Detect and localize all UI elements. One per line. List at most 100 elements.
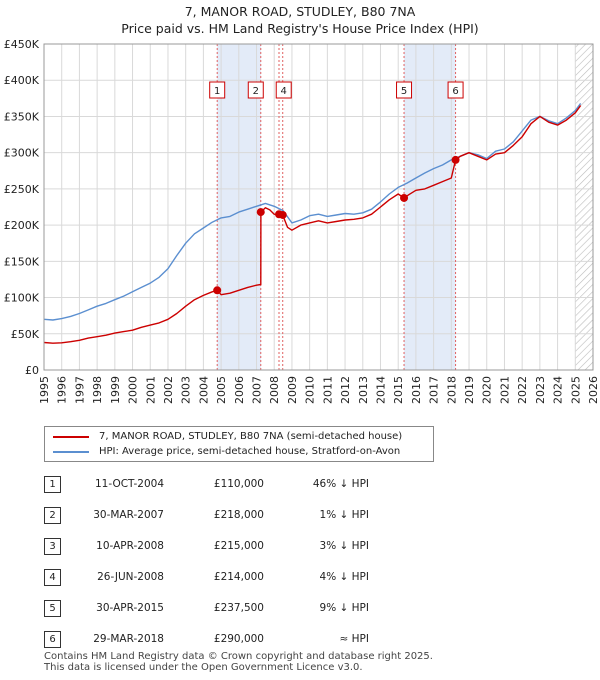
y-tick-label: £0 (25, 364, 39, 377)
sale-number-badge: 3 (44, 538, 61, 555)
sale-number-badge: 2 (44, 507, 61, 524)
sale-point (451, 155, 460, 164)
sale-hpi-diff: 4% ↓ HPI (319, 571, 369, 583)
y-tick-label: £250K (4, 183, 40, 196)
y-tick-label: £50K (11, 328, 40, 341)
legend: 7, MANOR ROAD, STUDLEY, B80 7NA (semi-de… (44, 426, 434, 462)
sale-row: 1 11-OCT-2004 £110,000 46% ↓ HPI (44, 476, 444, 493)
sale-price: £237,500 (213, 602, 264, 614)
x-tick-label: 2007 (251, 376, 264, 404)
sale-price: £290,000 (213, 633, 264, 645)
x-tick-label: 2019 (463, 376, 476, 404)
sale-row: 5 30-APR-2015 £237,500 9% ↓ HPI (44, 600, 444, 617)
x-tick-label: 2022 (516, 376, 529, 404)
sale-date: 30-MAR-2007 (93, 509, 164, 521)
sale-number-badge: 6 (44, 631, 61, 648)
sale-price: £110,000 (213, 478, 264, 490)
x-tick-label: 1997 (73, 376, 86, 404)
x-tick-label: 2008 (268, 376, 281, 404)
marker-box (209, 81, 226, 99)
forecast-hatch (575, 44, 593, 370)
legend-swatch-red (53, 436, 89, 438)
sale-hpi-diff: 1% ↓ HPI (319, 509, 369, 521)
sale-price: £215,000 (213, 540, 264, 552)
x-tick-label: 2015 (392, 376, 405, 404)
sale-hpi-diff: 9% ↓ HPI (319, 602, 369, 614)
x-tick-label: 2003 (180, 376, 193, 404)
footer-attribution: Contains HM Land Registry data © Crown c… (44, 651, 433, 673)
title-line-1: 7, MANOR ROAD, STUDLEY, B80 7NA (184, 4, 416, 19)
x-tick-label: 2016 (410, 376, 423, 404)
x-tick-label: 2018 (445, 376, 458, 404)
x-tick-label: 2024 (552, 376, 565, 404)
y-tick-label: £450K (4, 38, 40, 51)
x-tick-label: 2010 (304, 376, 317, 404)
shaded-period (404, 44, 456, 370)
sale-point (278, 210, 287, 219)
marker-box (275, 81, 292, 99)
sale-date: 11-OCT-2004 (95, 478, 164, 490)
sale-price: £218,000 (213, 509, 264, 521)
marker-box (447, 81, 464, 99)
x-tick-label: 1999 (109, 376, 122, 404)
x-tick-label: 1998 (91, 376, 104, 404)
legend-swatch-blue (53, 451, 89, 453)
sale-point (213, 286, 222, 295)
sale-hpi-diff: 46% ↓ HPI (312, 478, 369, 490)
hpi-line (43, 102, 582, 321)
sale-date: 29-MAR-2018 (93, 633, 164, 645)
sale-row: 6 29-MAR-2018 £290,000 ≈ HPI (44, 631, 444, 648)
sale-point (256, 208, 265, 217)
y-tick-label: £300K (4, 147, 40, 160)
x-tick-label: 2026 (587, 376, 600, 404)
y-tick-label: £400K (4, 74, 40, 87)
x-tick-label: 2002 (162, 376, 175, 404)
marker-box-label: 6 (452, 86, 458, 97)
sale-number-badge: 4 (44, 569, 61, 586)
price-paid-line (43, 105, 582, 344)
y-tick-label: £100K (4, 292, 40, 305)
x-tick-label: 2020 (481, 376, 494, 404)
sale-price: £214,000 (213, 571, 264, 583)
sale-row: 4 26-JUN-2008 £214,000 4% ↓ HPI (44, 569, 444, 586)
marker-box (247, 81, 264, 99)
footer-line-1: Contains HM Land Registry data © Crown c… (44, 651, 433, 662)
sale-row: 3 10-APR-2008 £215,000 3% ↓ HPI (44, 538, 444, 555)
marker-box-label: 4 (281, 86, 287, 97)
marker-box-label: 2 (253, 86, 259, 97)
y-tick-label: £350K (4, 110, 40, 123)
marker-box-label: 5 (401, 86, 407, 97)
y-tick-label: £200K (4, 219, 40, 232)
sale-point (400, 193, 409, 202)
marker-box-label: 1 (214, 86, 220, 97)
sale-date: 10-APR-2008 (96, 540, 164, 552)
x-tick-label: 2021 (498, 376, 511, 404)
x-tick-label: 2000 (127, 376, 140, 404)
sale-number-badge: 5 (44, 600, 61, 617)
x-tick-label: 2017 (428, 376, 441, 404)
price-chart: 1 2 4 5 6 £0 £50K £100K £150K £200K £250K £300K £35… (4, 38, 600, 404)
sale-number-badge: 1 (44, 476, 61, 493)
marker-box (396, 81, 413, 99)
x-tick-label: 1995 (38, 376, 51, 404)
x-tick-label: 2001 (144, 376, 157, 404)
x-tick-label: 2025 (569, 376, 582, 404)
x-tick-label: 2004 (197, 376, 210, 404)
y-tick-label: £150K (4, 255, 40, 268)
x-tick-label: 2023 (534, 376, 547, 404)
legend-label-hpi: HPI: Average price, semi-detached house,… (99, 446, 401, 457)
x-tick-label: 2009 (286, 376, 299, 404)
sale-date: 26-JUN-2008 (97, 571, 164, 583)
sale-date: 30-APR-2015 (96, 602, 164, 614)
sale-hpi-diff: ≈ HPI (339, 633, 369, 645)
x-tick-label: 2014 (374, 376, 387, 404)
sale-row: 2 30-MAR-2007 £218,000 1% ↓ HPI (44, 507, 444, 524)
plot-border (43, 43, 594, 371)
legend-label-price-paid: 7, MANOR ROAD, STUDLEY, B80 7NA (semi-de… (99, 431, 403, 442)
x-tick-label: 2011 (321, 376, 334, 404)
sale-hpi-diff: 3% ↓ HPI (319, 540, 369, 552)
x-tick-label: 2005 (215, 376, 228, 404)
chart-title: 7, MANOR ROAD, STUDLEY, B80 7NA Price pa… (0, 3, 600, 37)
x-tick-label: 2013 (357, 376, 370, 404)
x-tick-label: 1996 (56, 376, 69, 404)
